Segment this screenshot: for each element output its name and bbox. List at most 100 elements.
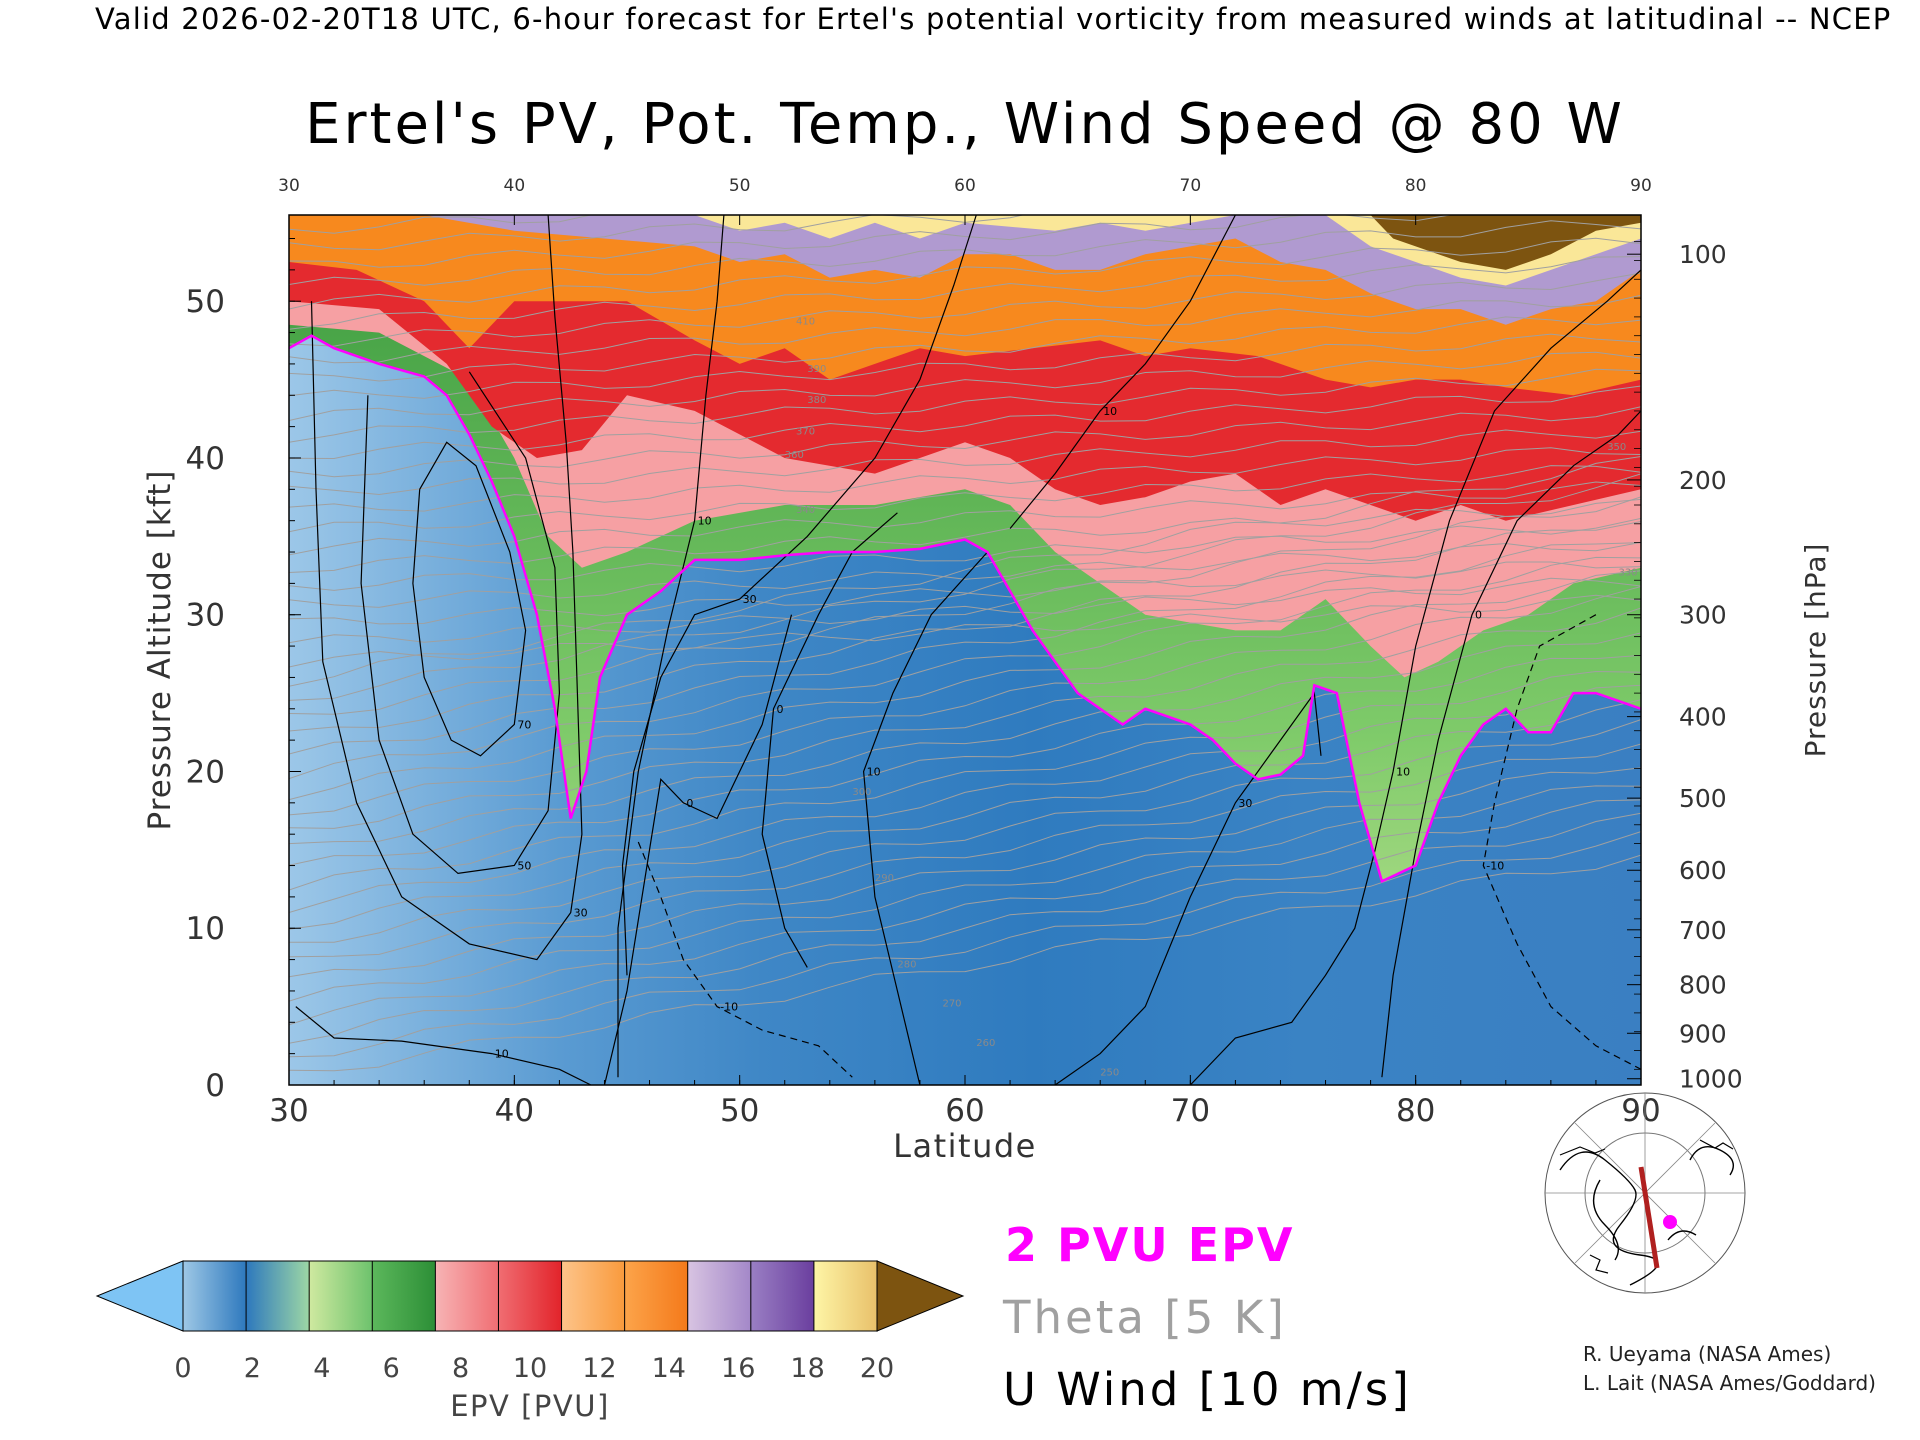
colorbar-tick-label: 2: [244, 1353, 261, 1384]
contour-label: 0: [686, 797, 693, 810]
left-y-tick-label: 0: [205, 1068, 225, 1104]
theta-contour-line: [289, 743, 1641, 958]
contour-label: 10: [698, 515, 712, 528]
theta-contour-line: [289, 831, 1641, 1058]
epv-band: [289, 215, 1641, 270]
x-axis-ticks: 30 30 40 40 50 50 60 60 70 70 80 80 90 90: [269, 176, 1660, 1129]
credit-line-2: L. Lait (NASA Ames/Goddard): [1583, 1371, 1876, 1395]
right-y-tick-label: 900: [1679, 1019, 1727, 1048]
theta-contour-line: [289, 447, 1641, 512]
left-y-tick-label: 10: [186, 911, 225, 947]
theta-contour-line: [289, 561, 1641, 625]
colorbar-segment: [308, 1260, 374, 1332]
colorbar-tick-label: 16: [721, 1353, 755, 1384]
theta-contour-line: [289, 294, 1641, 364]
theta-contour-line: [289, 854, 1641, 1072]
theta-contour-label: 290: [875, 873, 894, 884]
theta-contour-line: [289, 496, 1641, 715]
credit-line-1: R. Ueyama (NASA Ames): [1583, 1342, 1831, 1366]
colorbar-tick-label: 4: [313, 1353, 330, 1384]
colorbar-segment: [434, 1260, 500, 1332]
theta-contour-line: [289, 272, 1641, 347]
colorbar-segment: [182, 1260, 248, 1332]
theta-contour-line: [289, 542, 1641, 755]
u-wind-negative-contour-line: [637, 841, 853, 1078]
theta-contour-line: [289, 577, 1641, 644]
epv-colorbar: 0 2 4 6 8 10 12 14 16 18 20: [95, 1260, 965, 1384]
u-wind-contour-line: [412, 441, 527, 757]
contour-label: 0: [776, 703, 783, 716]
theta-contour-line: [289, 481, 1641, 556]
left-y-tick-label: 50: [186, 284, 225, 320]
theta-contour-line: [289, 670, 1641, 891]
x-tick-label: 40: [495, 1093, 534, 1129]
colorbar-segment: [624, 1260, 689, 1332]
x-axis-label: Latitude: [893, 1127, 1037, 1165]
theta-contour-line: [289, 654, 1641, 866]
theta-contour-line: [289, 406, 1641, 478]
theta-contour-line: [289, 429, 1641, 496]
theta-contour-line: [289, 684, 1641, 913]
theta-contour-line: [289, 767, 1641, 978]
x-tick-label: 70: [1171, 1093, 1210, 1129]
x-tick-label-top: 50: [729, 176, 751, 196]
contour-label: 50: [517, 860, 531, 873]
colorbar-tick-label: 14: [652, 1353, 686, 1384]
valid-line: Valid 2026-02-20T18 UTC, 6-hour forecast…: [95, 2, 1891, 36]
theta-contour-line: [289, 719, 1641, 943]
colorbar-over-triangle: [876, 1260, 965, 1332]
u-wind-contour-line: [295, 1006, 592, 1085]
theta-contour-label: 410: [796, 317, 815, 328]
x-tick-label: 50: [720, 1093, 759, 1129]
polar-map-inset-icon: [1544, 1092, 1746, 1294]
colorbar-tick-label: 0: [174, 1353, 191, 1384]
left-y-axis-ticks: 0 10 20 30 40 50: [186, 238, 301, 1104]
theta-contour-label: 350: [1607, 442, 1626, 453]
theta-contour-line: [289, 385, 1641, 460]
colorbar-segment: [813, 1260, 879, 1332]
theta-contour-line: [289, 456, 1641, 687]
theta-contour-line: [289, 256, 1641, 330]
theta-contour-line: [289, 316, 1641, 382]
theta-contour-line: [289, 368, 1641, 443]
colorbar-segment: [561, 1260, 626, 1332]
right-y-tick-label: 1000: [1679, 1065, 1743, 1094]
theta-contour-label: 300: [852, 787, 871, 798]
x-tick-label-top: 40: [504, 176, 526, 196]
x-tick-label: 80: [1396, 1093, 1435, 1129]
x-tick-label-top: 70: [1180, 176, 1202, 196]
colorbar-tick-label: 12: [582, 1353, 616, 1384]
u-wind-contour-line: [1189, 269, 1641, 1085]
colorbar-tick-label: 10: [513, 1353, 547, 1384]
theta-contour-line: [289, 237, 1641, 310]
x-tick-label: 60: [945, 1093, 984, 1129]
contour-label: 10: [1396, 765, 1410, 778]
legend-theta: Theta [5 K]: [1002, 1291, 1287, 1344]
colorbar-label: EPV [PVU]: [450, 1389, 610, 1423]
contour-label: 30: [574, 907, 588, 920]
x-tick-label-top: 30: [278, 176, 300, 196]
theta-contour-label: 260: [976, 1038, 995, 1049]
theta-contour-label: 270: [942, 999, 961, 1010]
left-y-tick-label: 30: [186, 598, 225, 634]
theta-contour-label: 370: [796, 426, 815, 437]
u-wind-negative-contour-line: [1482, 614, 1641, 1070]
theta-contour-line: [289, 465, 1641, 533]
u-wind-contour-line: [862, 551, 988, 1085]
contour-label: 30: [743, 593, 757, 606]
colorbar-segment: [687, 1260, 752, 1332]
theta-contour-line: [289, 799, 1641, 1026]
legend-u-wind: U Wind [10 m/s]: [1003, 1363, 1412, 1416]
left-y-tick-label: 20: [186, 754, 225, 790]
theta-contour-line: [289, 351, 1641, 421]
theta-contour-line: [289, 785, 1641, 1002]
contour-label: 30: [1238, 797, 1252, 810]
theta-contour-line: [289, 473, 1641, 701]
theta-contour-line: [289, 517, 1641, 591]
contour-label: -10: [720, 1001, 738, 1014]
theta-contour-line: [289, 556, 1641, 780]
left-y-tick-label: 40: [186, 441, 225, 477]
theta-contour-line: [289, 586, 1641, 816]
